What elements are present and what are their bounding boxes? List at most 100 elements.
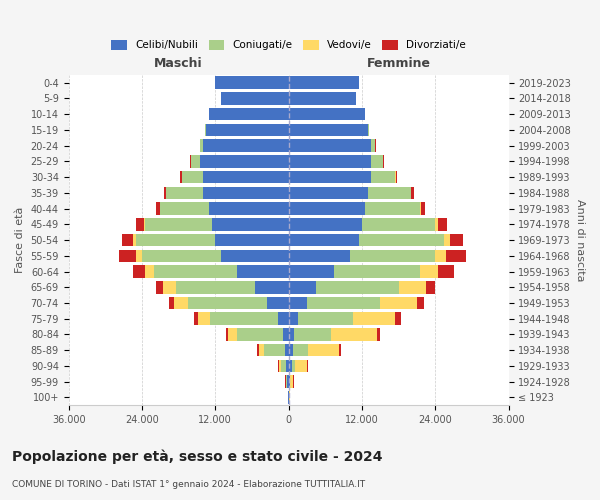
- Bar: [316, 281, 398, 293]
- Bar: [289, 171, 371, 183]
- Bar: [156, 281, 163, 293]
- Y-axis label: Anni di nascita: Anni di nascita: [575, 199, 585, 281]
- Bar: [188, 296, 267, 310]
- Bar: [445, 234, 450, 246]
- Bar: [215, 76, 289, 89]
- Bar: [136, 250, 142, 262]
- Bar: [136, 234, 215, 246]
- Bar: [194, 312, 198, 325]
- Bar: [292, 360, 295, 372]
- Bar: [289, 76, 359, 89]
- Bar: [198, 312, 211, 325]
- Bar: [122, 234, 133, 246]
- Bar: [286, 376, 287, 388]
- Bar: [411, 186, 413, 199]
- Bar: [164, 186, 166, 199]
- Bar: [450, 234, 463, 246]
- Bar: [221, 92, 289, 104]
- Bar: [160, 202, 209, 215]
- Bar: [203, 140, 289, 152]
- Bar: [228, 328, 237, 341]
- Bar: [133, 234, 136, 246]
- Bar: [353, 312, 395, 325]
- Bar: [182, 171, 203, 183]
- Bar: [289, 92, 356, 104]
- Bar: [438, 265, 454, 278]
- Bar: [398, 281, 426, 293]
- Bar: [163, 281, 176, 293]
- Bar: [377, 328, 380, 341]
- Bar: [350, 250, 435, 262]
- Bar: [255, 281, 289, 293]
- Bar: [281, 360, 286, 372]
- Bar: [156, 202, 160, 215]
- Bar: [289, 108, 365, 120]
- Bar: [133, 265, 145, 278]
- Bar: [206, 124, 289, 136]
- Bar: [236, 265, 289, 278]
- Bar: [191, 155, 200, 168]
- Bar: [212, 218, 289, 230]
- Bar: [289, 140, 371, 152]
- Bar: [294, 328, 331, 341]
- Y-axis label: Fasce di età: Fasce di età: [15, 207, 25, 273]
- Bar: [395, 312, 401, 325]
- Bar: [446, 250, 466, 262]
- Bar: [359, 234, 445, 246]
- Text: Popolazione per età, sesso e stato civile - 2024: Popolazione per età, sesso e stato civil…: [12, 450, 383, 464]
- Bar: [365, 202, 420, 215]
- Legend: Celibi/Nubili, Coniugati/e, Vedovi/e, Divorziati/e: Celibi/Nubili, Coniugati/e, Vedovi/e, Di…: [108, 37, 469, 54]
- Bar: [259, 344, 263, 356]
- Bar: [289, 328, 294, 341]
- Bar: [308, 344, 338, 356]
- Bar: [421, 202, 425, 215]
- Bar: [287, 376, 289, 388]
- Bar: [200, 140, 203, 152]
- Bar: [338, 344, 341, 356]
- Bar: [136, 218, 144, 230]
- Bar: [119, 250, 136, 262]
- Bar: [295, 360, 307, 372]
- Bar: [237, 328, 283, 341]
- Bar: [209, 202, 289, 215]
- Bar: [142, 250, 221, 262]
- Bar: [289, 218, 362, 230]
- Bar: [286, 360, 289, 372]
- Bar: [435, 250, 446, 262]
- Bar: [331, 328, 377, 341]
- Bar: [307, 296, 380, 310]
- Bar: [371, 155, 383, 168]
- Bar: [289, 360, 292, 372]
- Bar: [426, 281, 435, 293]
- Bar: [293, 344, 308, 356]
- Bar: [289, 202, 365, 215]
- Bar: [145, 265, 154, 278]
- Bar: [289, 296, 307, 310]
- Bar: [417, 296, 424, 310]
- Bar: [289, 312, 298, 325]
- Bar: [278, 312, 289, 325]
- Bar: [175, 296, 188, 310]
- Bar: [263, 344, 285, 356]
- Bar: [279, 360, 281, 372]
- Bar: [215, 234, 289, 246]
- Bar: [176, 281, 255, 293]
- Bar: [169, 296, 175, 310]
- Bar: [285, 344, 289, 356]
- Bar: [203, 171, 289, 183]
- Bar: [380, 296, 417, 310]
- Bar: [289, 234, 359, 246]
- Bar: [289, 281, 316, 293]
- Bar: [289, 265, 334, 278]
- Bar: [190, 155, 191, 168]
- Bar: [307, 360, 308, 372]
- Text: COMUNE DI TORINO - Dati ISTAT 1° gennaio 2024 - Elaborazione TUTTITALIA.IT: COMUNE DI TORINO - Dati ISTAT 1° gennaio…: [12, 480, 365, 489]
- Bar: [181, 171, 182, 183]
- Bar: [200, 155, 289, 168]
- Bar: [144, 218, 145, 230]
- Text: Femmine: Femmine: [367, 57, 431, 70]
- Bar: [289, 155, 371, 168]
- Bar: [145, 218, 212, 230]
- Bar: [420, 202, 421, 215]
- Bar: [395, 171, 397, 183]
